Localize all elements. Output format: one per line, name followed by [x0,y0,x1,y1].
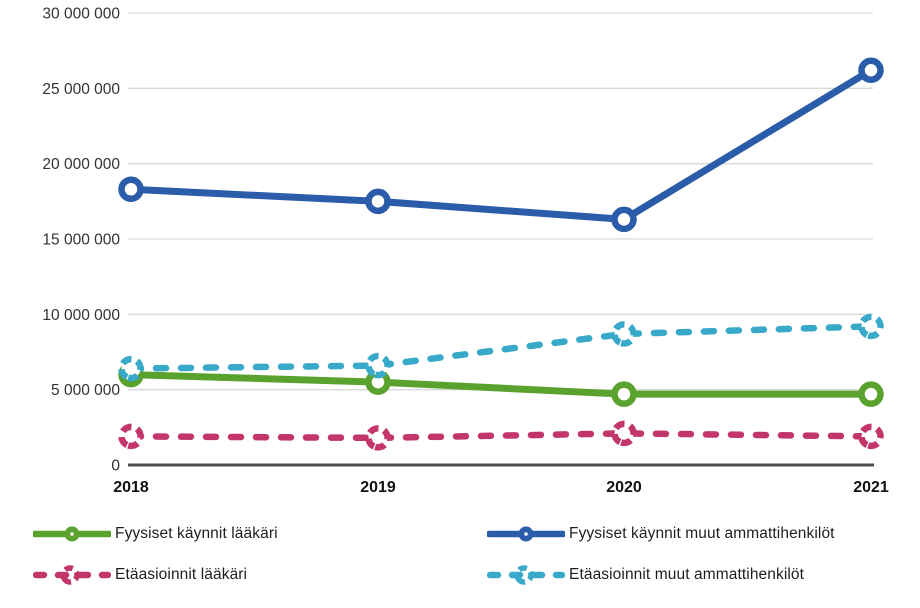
chart-legend: Fyysiset käynnit lääkäri Fyysiset käynni… [33,522,893,587]
data-point-marker [118,423,144,450]
x-tick-label: 2020 [606,479,642,496]
data-point-marker [858,313,884,340]
x-tick-label: 2018 [113,479,149,496]
line-chart-plot: 0 5 000 000 10 000 000 15 000 000 20 000 000… [42,6,889,497]
data-point-marker [611,420,637,447]
legend-sample-dashed-cyan [487,565,565,585]
legend-item-fyysiset-kaynnit-laakari: Fyysiset käynnit lääkäri [33,523,487,545]
y-tick-label: 10 000 000 [42,307,120,324]
y-tick-label: 25 000 000 [42,81,120,98]
y-tick-label: 5 000 000 [51,382,120,399]
data-point-marker [118,355,144,382]
data-point-marker [365,188,391,215]
data-point-marker [858,381,884,407]
series-0 [118,361,884,407]
gridlines [128,12,873,391]
data-point-marker [365,425,391,451]
series-2 [118,420,884,451]
legend-label: Etäasioinnit lääkäri [115,566,248,583]
y-tick-label: 30 000 000 [42,6,120,23]
data-point-marker [611,321,637,347]
legend-sample-solid-green [33,526,111,542]
series-line [127,323,875,372]
legend-item-etaasioinnit-laakari: Etäasioinnit lääkäri [33,564,487,586]
series-3 [118,313,884,382]
y-axis-tick-labels: 0 5 000 000 10 000 000 15 000 000 20 000 000… [42,6,120,475]
x-tick-label: 2019 [360,479,396,496]
data-point-marker [858,57,884,84]
data-point-marker [611,206,637,233]
y-tick-label: 15 000 000 [42,232,120,249]
data-point-marker [365,352,391,379]
legend-label: Fyysiset käynnit muut ammattihenkilöt [569,525,835,542]
series-line [130,67,873,223]
legend-item-etaasioinnit-muut-ammattihenkilot: Etäasioinnit muut ammattihenkilöt [487,564,893,586]
legend-label: Fyysiset käynnit lääkäri [115,525,278,542]
legend-label: Etäasioinnit muut ammattihenkilöt [569,566,805,583]
data-point-marker [611,381,637,407]
data-point-marker [858,423,884,450]
series-line [127,430,875,442]
legend-item-fyysiset-kaynnit-muut-ammattihenkilot: Fyysiset käynnit muut ammattihenkilöt [487,523,893,545]
y-tick-label: 20 000 000 [42,156,120,173]
legend-sample-dashed-pink [33,565,111,585]
x-tick-label: 2021 [853,479,889,496]
y-tick-label: 0 [111,458,120,475]
series-line [130,371,871,398]
data-point-marker [118,176,144,203]
series-1 [118,57,884,233]
x-axis-tick-labels: 2018 2019 2020 2021 [113,479,889,496]
legend-sample-solid-blue [487,526,565,542]
